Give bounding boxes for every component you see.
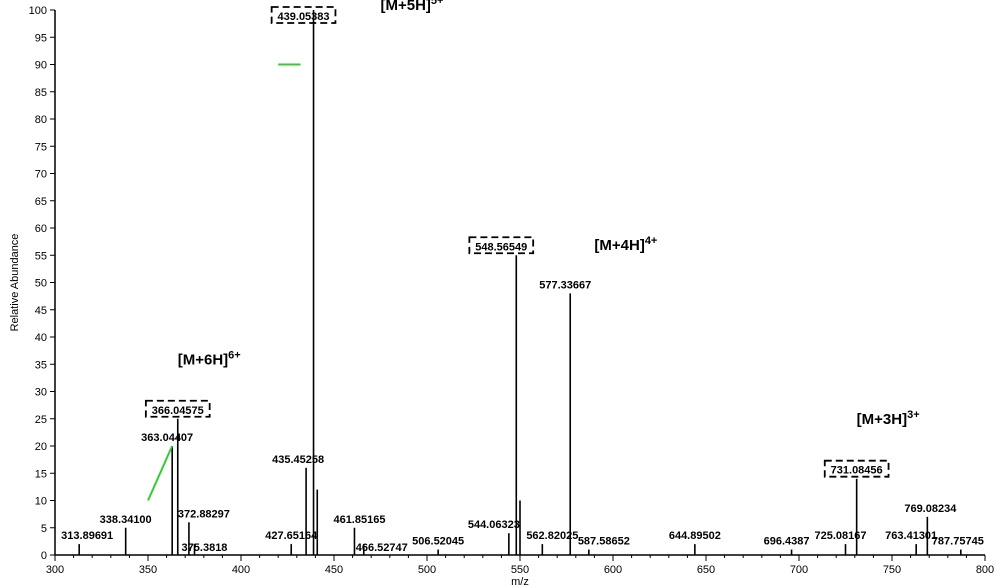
- peak-label: 577.33667: [539, 279, 591, 291]
- x-tick-label: 550: [511, 564, 529, 576]
- peak-label: 769.08234: [904, 503, 957, 515]
- y-tick-label: 80: [35, 114, 47, 126]
- ion-label: [M+3H]3+: [857, 409, 920, 428]
- y-tick-label: 45: [35, 305, 47, 317]
- peak-label: 439.05383: [278, 11, 330, 23]
- y-tick-label: 65: [35, 196, 47, 208]
- y-tick-label: 15: [35, 468, 47, 480]
- y-tick-label: 20: [35, 441, 47, 453]
- x-tick-label: 450: [325, 564, 343, 576]
- peak-label: 461.85165: [333, 514, 385, 526]
- x-tick-label: 600: [604, 564, 622, 576]
- ion-label: [M+6H]6+: [178, 349, 241, 368]
- peak-label: 548.56549: [475, 241, 527, 253]
- peak-label: 731.08456: [831, 465, 883, 477]
- ion-label: [M+4H]4+: [594, 235, 657, 254]
- y-tick-label: 95: [35, 32, 47, 44]
- peak-label: 644.89502: [669, 530, 721, 542]
- x-tick-label: 400: [232, 564, 250, 576]
- x-axis-label: m/z: [511, 576, 529, 587]
- peak-label: 338.34100: [100, 514, 152, 526]
- y-tick-label: 25: [35, 414, 47, 426]
- mass-spectrum-chart: 300 350 400 450 500 550 600 650 700 750 800 m/z 0 5 10…: [0, 0, 1000, 587]
- y-tick-label: 50: [35, 278, 47, 290]
- y-tick-label: 35: [35, 359, 47, 371]
- green-line: [148, 446, 172, 501]
- peak-label: 313.89691: [61, 530, 113, 542]
- x-tick-label: 650: [697, 564, 715, 576]
- y-tick-label: 85: [35, 87, 47, 99]
- y-tick-label: 30: [35, 387, 47, 399]
- peak-label: 696.4387: [764, 536, 810, 548]
- peak-label: 562.82025: [526, 530, 578, 542]
- peak-label: 375.3818: [182, 542, 228, 554]
- peak-label: 544.06323: [468, 519, 520, 531]
- x-tick-label: 300: [46, 564, 64, 576]
- x-tick-label: 700: [790, 564, 808, 576]
- spectrum-svg: 300 350 400 450 500 550 600 650 700 750 800 m/z 0 5 10…: [0, 0, 1000, 587]
- peak-label: 787.75745: [932, 536, 984, 548]
- y-axis-label: Relative Abundance: [9, 234, 21, 332]
- y-tick-label: 5: [41, 523, 47, 535]
- peak-label: 427.65164: [265, 530, 318, 542]
- peak-label: 435.45258: [272, 454, 324, 466]
- peak-label: 587.58652: [578, 536, 630, 548]
- peak-label: 725.08167: [815, 530, 867, 542]
- y-tick-label: 55: [35, 250, 47, 262]
- peak-label: 506.52045: [412, 536, 464, 548]
- y-tick-label: 0: [41, 550, 47, 562]
- ion-label: [M+5H]5+: [381, 0, 444, 14]
- y-tick-label: 40: [35, 332, 47, 344]
- y-tick-label: 100: [29, 5, 47, 17]
- y-tick-label: 10: [35, 496, 47, 508]
- peak-label: 466.52747: [356, 542, 408, 554]
- peak-label: 372.88297: [178, 508, 230, 520]
- x-tick-label: 500: [418, 564, 436, 576]
- y-tick-label: 70: [35, 169, 47, 181]
- y-tick-label: 90: [35, 60, 47, 72]
- peak-label: 366.04575: [152, 405, 204, 417]
- y-tick-label: 75: [35, 141, 47, 153]
- peak-label: 763.41301: [885, 530, 937, 542]
- x-tick-label: 800: [976, 564, 994, 576]
- y-tick-label: 60: [35, 223, 47, 235]
- x-tick-label: 750: [883, 564, 901, 576]
- peak-label: 363.04407: [141, 432, 193, 444]
- x-tick-label: 350: [139, 564, 157, 576]
